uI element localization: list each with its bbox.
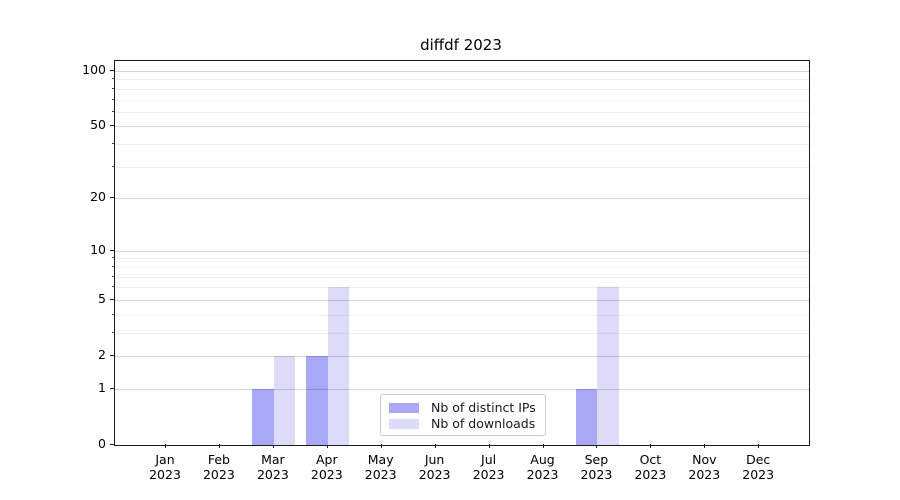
y-tick-label-100: 100: [82, 62, 106, 77]
x-tick-label-aug: Aug 2023: [526, 452, 559, 482]
y-tick-mark-20: [110, 197, 114, 199]
minor-gridline-7: [115, 276, 809, 278]
y-tick-label-2: 2: [98, 347, 106, 362]
x-tick-label-apr: Apr 2023: [310, 452, 343, 482]
y-minor-tick-7: [112, 275, 114, 277]
y-tick-label-1: 1: [98, 379, 106, 395]
bar-downloads-apr: [327, 287, 350, 445]
x-tick-mark-dec: [758, 444, 760, 448]
y-tick-mark-2: [110, 355, 114, 356]
minor-gridline-8: [115, 266, 809, 268]
x-tick-mark-may: [380, 444, 382, 448]
plot-inner: Nb of distinct IPs Nb of downloads: [115, 61, 809, 445]
y-minor-tick-80: [112, 87, 114, 89]
chart-title: diffdf 2023: [420, 36, 502, 54]
legend: Nb of distinct IPs Nb of downloads: [380, 394, 546, 436]
y-minor-tick-30: [112, 165, 114, 167]
x-tick-mark-jan: [165, 444, 166, 448]
major-gridline-2: [115, 356, 809, 357]
y-minor-tick-40: [112, 143, 114, 145]
bar-downloads-mar: [273, 356, 296, 445]
x-tick-mark-oct: [650, 444, 652, 448]
major-gridline-10: [115, 250, 809, 252]
y-tick-label-5: 5: [98, 290, 106, 306]
x-tick-label-jan: Jan 2023: [149, 452, 181, 482]
x-tick-mark-jul: [488, 444, 490, 448]
plot-area: Nb of distinct IPs Nb of downloads: [114, 60, 810, 446]
x-tick-label-feb: Feb 2023: [202, 452, 235, 482]
legend-label-downloads: Nb of downloads: [431, 416, 536, 431]
y-tick-label-10: 10: [90, 241, 106, 257]
bar-downloads-sep: [597, 287, 619, 445]
y-minor-tick-3: [112, 331, 114, 333]
y-tick-label-0: 0: [98, 436, 106, 451]
x-tick-label-jul: Jul 2023: [472, 452, 505, 482]
y-minor-tick-60: [112, 110, 114, 112]
bar-ips-mar: [252, 388, 274, 445]
legend-label-distinct-ips: Nb of distinct IPs: [431, 400, 536, 415]
y-tick-mark-10: [110, 249, 114, 251]
y-tick-mark-100: [110, 70, 114, 71]
y-minor-tick-70: [112, 98, 114, 100]
major-gridline-5: [115, 299, 809, 301]
y-minor-tick-90: [112, 78, 114, 80]
major-gridline-20: [115, 198, 809, 200]
minor-gridline-70: [115, 99, 809, 101]
x-tick-mark-jun: [434, 444, 436, 448]
x-tick-label-jun: Jun 2023: [418, 452, 451, 482]
minor-gridline-3: [115, 332, 809, 334]
minor-gridline-4: [115, 314, 809, 316]
minor-gridline-90: [115, 79, 809, 81]
minor-gridline-80: [115, 88, 809, 90]
x-tick-mark-feb: [218, 444, 220, 448]
y-tick-label-20: 20: [90, 189, 106, 205]
legend-swatch-downloads: [389, 419, 419, 429]
y-minor-tick-6: [112, 286, 114, 288]
x-tick-mark-apr: [326, 444, 328, 448]
bar-ips-sep: [575, 388, 598, 445]
y-tick-mark-50: [110, 125, 114, 127]
x-tick-mark-mar: [272, 444, 274, 448]
x-tick-label-mar: Mar 2023: [256, 452, 289, 482]
bar-ips-apr: [306, 356, 328, 445]
y-minor-tick-8: [112, 265, 114, 267]
x-tick-label-oct: Oct 2023: [634, 452, 667, 482]
y-minor-tick-4: [112, 313, 114, 315]
x-tick-label-may: May 2023: [364, 452, 397, 482]
y-minor-tick-9: [112, 257, 114, 259]
y-tick-mark-5: [110, 298, 114, 300]
y-tick-mark-0: [110, 444, 114, 445]
x-tick-mark-aug: [542, 444, 544, 448]
x-tick-label-nov: Nov 2023: [688, 452, 721, 482]
x-tick-mark-sep: [596, 444, 598, 448]
y-tick-label-50: 50: [90, 117, 106, 133]
minor-gridline-30: [115, 166, 809, 168]
minor-gridline-40: [115, 144, 809, 146]
legend-row-distinct-ips: Nb of distinct IPs: [389, 400, 545, 416]
major-gridline-1: [115, 388, 809, 390]
major-gridline-50: [115, 126, 809, 128]
minor-gridline-9: [115, 258, 809, 260]
x-tick-mark-nov: [704, 444, 706, 448]
x-tick-label-dec: Dec 2023: [742, 452, 775, 482]
minor-gridline-60: [115, 111, 809, 113]
y-tick-mark-1: [110, 387, 114, 389]
minor-gridline-6: [115, 287, 809, 289]
major-gridline-100: [115, 71, 809, 72]
legend-swatch-distinct-ips: [389, 403, 419, 413]
x-tick-label-sep: Sep 2023: [580, 452, 613, 482]
legend-row-downloads: Nb of downloads: [389, 416, 545, 432]
